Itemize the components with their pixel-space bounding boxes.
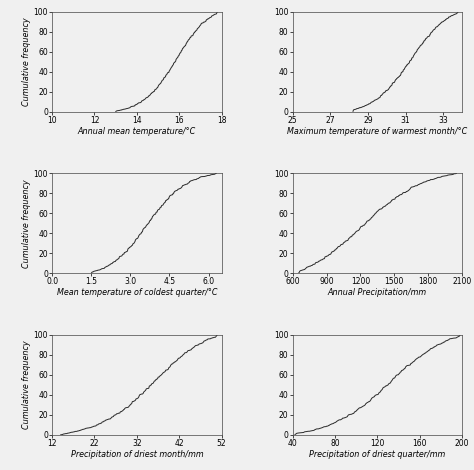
Y-axis label: Cumulative frequency: Cumulative frequency bbox=[22, 179, 31, 267]
X-axis label: Annual mean temperature/°C: Annual mean temperature/°C bbox=[78, 127, 196, 136]
Y-axis label: Cumulative frequency: Cumulative frequency bbox=[22, 17, 31, 106]
Y-axis label: Cumulative frequency: Cumulative frequency bbox=[22, 341, 31, 429]
X-axis label: Precipitation of driest month/mm: Precipitation of driest month/mm bbox=[71, 450, 203, 459]
X-axis label: Mean temperature of coldest quarter/°C: Mean temperature of coldest quarter/°C bbox=[56, 289, 217, 298]
X-axis label: Maximum temperature of warmest month/°C: Maximum temperature of warmest month/°C bbox=[287, 127, 467, 136]
X-axis label: Annual Precipitation/mm: Annual Precipitation/mm bbox=[328, 289, 427, 298]
X-axis label: Precipitation of driest quarter/mm: Precipitation of driest quarter/mm bbox=[310, 450, 446, 459]
